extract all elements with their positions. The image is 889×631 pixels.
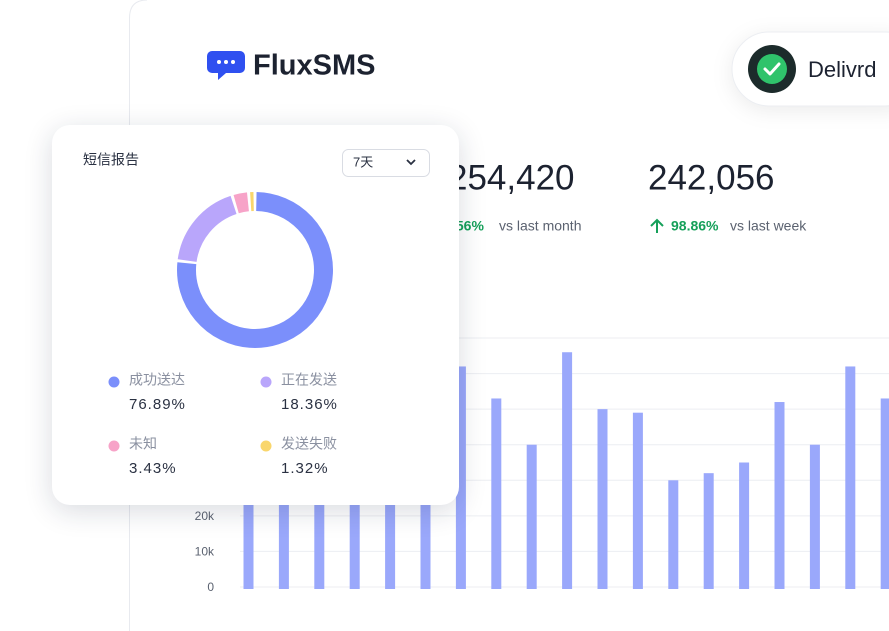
bar: [597, 409, 608, 589]
legend-label: 成功送达: [129, 372, 185, 388]
legend-label: 未知: [129, 436, 157, 452]
bar: [562, 352, 573, 589]
period-select[interactable]: [342, 149, 430, 177]
bar: [668, 480, 679, 589]
stat-period: vs last month: [499, 218, 581, 234]
legend-value: 76.89%: [129, 396, 186, 413]
logo-dot: [231, 60, 235, 64]
pie-segment: [177, 192, 333, 348]
up-arrow: [650, 218, 664, 233]
legend-label: 发送失败: [281, 436, 337, 452]
y-tick-label: 0: [207, 580, 214, 594]
period-label: 7天: [353, 154, 373, 169]
legend-dot: [260, 440, 272, 452]
bar: [385, 462, 396, 589]
brand: FluxSMS: [253, 50, 375, 82]
stat-value: 242,056: [648, 158, 775, 197]
legend-value: 18.36%: [281, 396, 338, 413]
chevron: [406, 159, 416, 166]
legend-dot: [260, 376, 272, 388]
bar: [491, 398, 502, 589]
badge-text: Delivrd: [808, 57, 876, 82]
legend-dot: [108, 440, 120, 452]
bar: [739, 462, 750, 589]
bar: [455, 366, 466, 589]
stat-change: .56%: [452, 218, 484, 234]
bar: [243, 444, 254, 589]
bar: [526, 444, 537, 589]
legend-label: 正在发送: [281, 372, 337, 388]
logo-icon: [207, 51, 245, 80]
check: [763, 62, 781, 76]
stat-period: vs last week: [730, 218, 807, 234]
stat-value: 254,420: [448, 158, 575, 197]
pie-segment: [233, 192, 250, 214]
bar: [703, 473, 714, 589]
logo: FluxSMS: [207, 50, 375, 82]
stat-change: 98.86%: [671, 218, 719, 234]
panel-corner: [129, 0, 148, 19]
card-title: 短信报告: [83, 152, 139, 168]
legend-value: 1.32%: [281, 460, 329, 477]
bar: [880, 398, 889, 589]
y-tick-label: 10k: [195, 545, 215, 559]
legend-value: 3.43%: [129, 460, 177, 477]
badge: Delivrd: [731, 31, 889, 107]
bar: [632, 412, 643, 589]
pie-segment: [177, 195, 237, 263]
bar: [314, 426, 325, 589]
bar: [845, 366, 856, 589]
legend-dot: [108, 376, 120, 388]
logo-dot: [224, 60, 228, 64]
badge-check-bg: [757, 54, 787, 84]
logo-dot: [217, 60, 221, 64]
bar: [809, 444, 820, 589]
y-tick-label: 20k: [195, 509, 215, 523]
pie-chart: 短信报告 7天 成功送达 76.89% 正在发送 18.36% 未知 3.43% 发送失败 1…: [83, 149, 430, 477]
report-card: 短信报告 7天 成功送达 76.89% 正在发送 18.36% 未知 3.43% 发送失败 1…: [52, 125, 459, 505]
bar: [774, 402, 785, 589]
